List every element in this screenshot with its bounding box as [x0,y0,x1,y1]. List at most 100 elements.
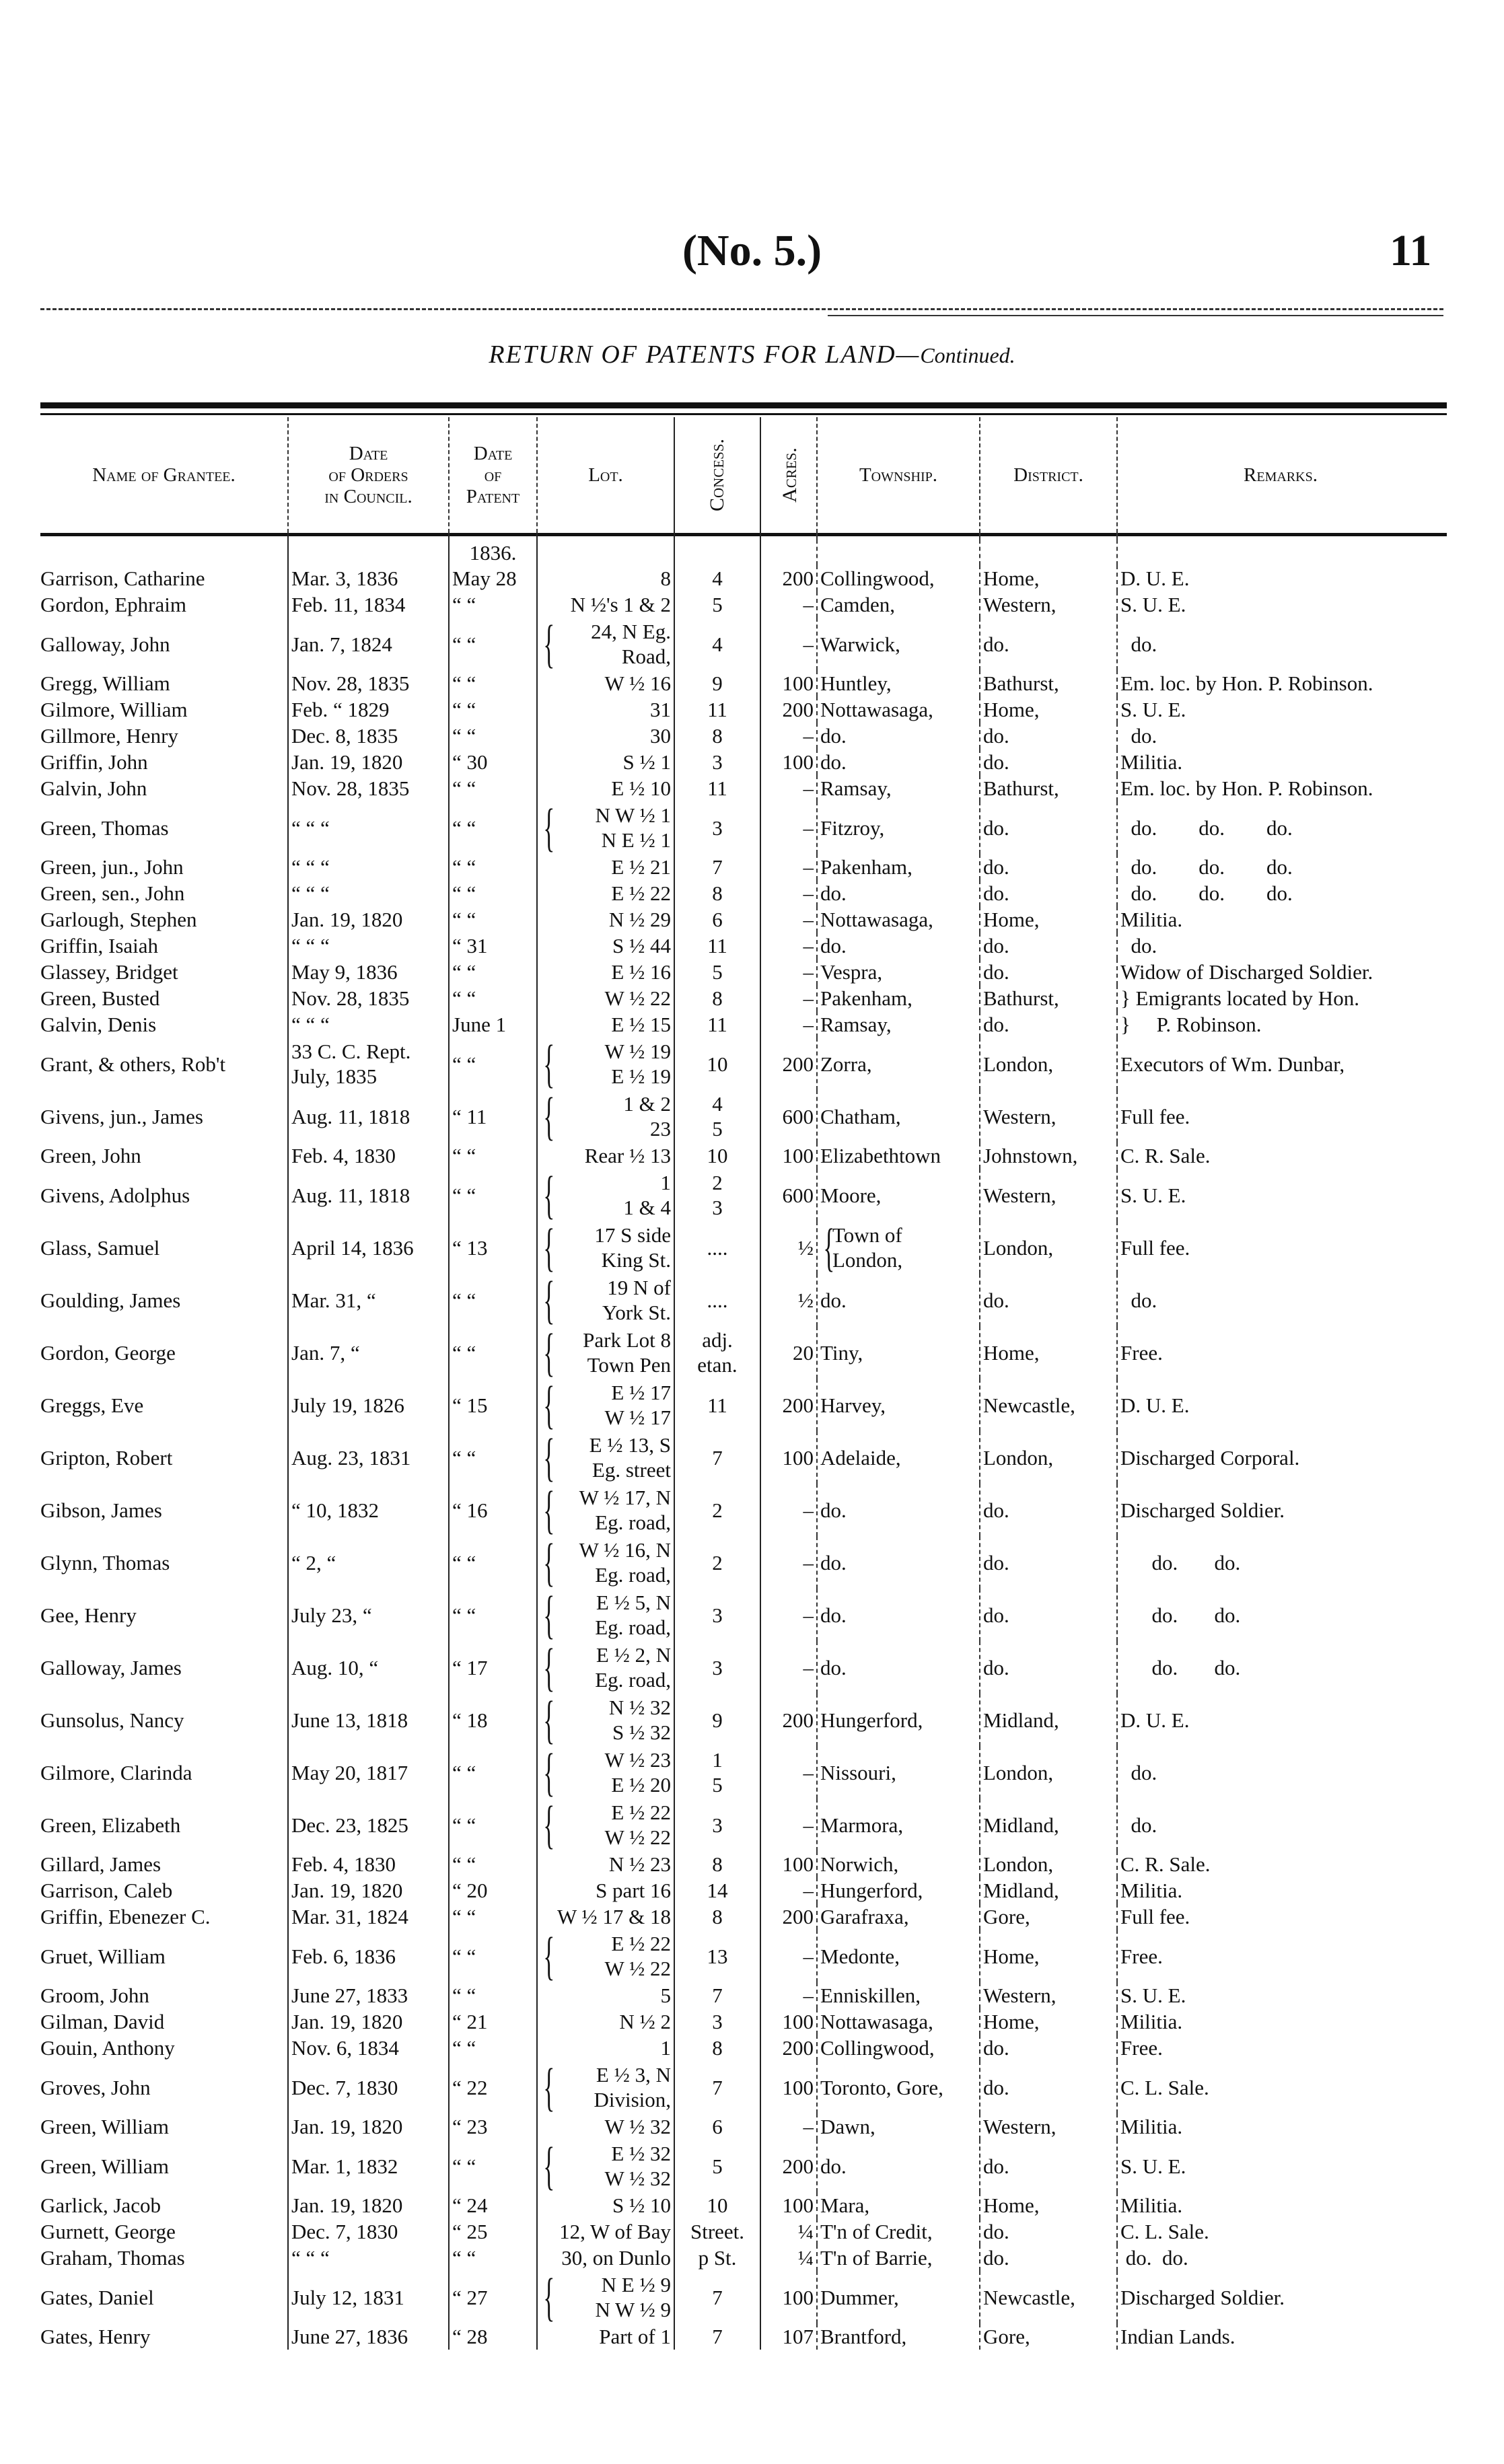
cell-lines: Medonte, [820,1944,976,1969]
cell-line: do. [820,1655,847,1679]
cell-line: 7 [712,1984,723,2007]
cell-line: W ½ 22 [604,1957,671,1980]
table-row: Gibson, James “ 10, 1832 “ 16{W ½ 17, N Eg.… [40,1484,1443,1536]
cell-lines: Jan. 19, 1820 [291,750,445,774]
district: London, [979,1851,1117,1877]
cell-line: Jan. 19, 1820 [291,2010,403,2033]
district: Home, [979,696,1117,723]
district: Gore, [979,2323,1117,2350]
cell-text: 7 [678,2324,757,2349]
township: do. [816,2140,980,2192]
concession: 8 [674,1904,760,1930]
patent-date: “ “ [448,985,537,1011]
patent-date: June 1 [448,1011,537,1038]
grantee-name: Gilmore, William [40,698,188,721]
cell-lines: “ 2, “ [291,1550,445,1575]
grantee-name: Greggs, Eve [40,1393,144,1417]
cell-lines: 3 [678,1655,757,1680]
cell-lines: 8 [540,566,672,591]
table-row: Griffin, John Jan. 19, 1820 “ 30 S ½ 1 3 100 d… [40,749,1443,775]
patent-date: “ “ [448,1799,537,1851]
cell-lines: {E ½ 32 W ½ 32 [540,2140,671,2192]
cell-lines: {E ½ 3, N Division, [540,2061,671,2113]
cell-text: 3 [678,1813,757,1838]
cell-text: W ½ 17 & 18 [540,1904,671,1929]
cell-lines: {E ½ 2, N Eg. road, [540,1641,671,1694]
concession: adj. etan. [674,1326,760,1379]
table-row: Gillmore, Henry Dec. 8, 1835 “ “30 8– do. do.… [40,723,1443,749]
patent-year: 1836. [448,540,537,565]
document-number: (No. 5.) [682,226,822,275]
cell-line: 17 S side [594,1223,671,1247]
concession: 2 [674,1536,760,1589]
patent-date: “ “ [448,1326,537,1379]
cell-line: W ½ 23 [604,1748,671,1772]
cell-text: 3 [678,1603,757,1628]
cell-text: 8 [678,1904,757,1929]
township: Moore, [816,1169,980,1221]
cell-lines: Jan. 19, 1820 [291,2114,445,2139]
cell-lines: 7 [678,1445,757,1470]
lot: {19 N of York St. [536,1274,674,1326]
cell-line: 7 [712,2325,723,2348]
cell-lines: Feb. 11, 1834 [291,592,445,617]
acres: – [760,1484,817,1536]
patent-date: “ 25 [448,2218,537,2245]
cell-text: W ½ 16, N Eg. road, [552,1537,671,1587]
cell-lines: Dawn, [820,2114,976,2139]
table-row: Gordon, Ephraim Feb. 11, 1834 “ “ N ½'s 1 &… [40,591,1443,618]
cell-line: W ½ 16 [604,672,671,695]
brace-icon: { [543,1589,555,1641]
patent-date: “ “ [448,723,537,749]
township: do. [816,749,980,775]
acres: – [760,1536,817,1589]
cell-lines: May 20, 1817 [291,1760,445,1785]
cell-line: Mara, [820,2194,870,2217]
cell-text: “ “ “ [291,933,445,958]
lot: {E ½ 32 W ½ 32 [536,2140,674,2192]
order-date: Nov. 6, 1834 [287,2035,449,2061]
remarks: } P. Robinson. [1116,1011,1443,1038]
concession: 6 [674,906,760,933]
grantee-name: Glassey, Bridget [40,960,178,984]
cell-line: Nov. 28, 1835 [291,776,410,800]
acres: 200 [760,565,817,591]
township: Mara, [816,2192,980,2218]
township: Medonte, [816,1930,980,1982]
lot: {E ½ 22 W ½ 22 [536,1799,674,1851]
cell-lines: {E ½ 22 W ½ 22 [540,1930,671,1982]
township: do. [816,1536,980,1589]
acres: ¼ [760,2245,817,2271]
cell-text: Nottawasaga, [820,907,976,932]
cell-line: 8 [712,986,723,1010]
acres: 200 [760,1379,817,1431]
lot: N ½ 2 [536,2008,674,2035]
cell-lines: N ½'s 1 & 2 [540,592,671,617]
concession: 5 [674,959,760,985]
district: Newcastle, [979,1379,1117,1431]
order-date: Feb. 11, 1834 [287,591,449,618]
cell-line: 8 [712,881,723,905]
order-date: Jan. 19, 1820 [287,906,449,933]
cell-line: 6 [712,908,723,931]
grantee-name: Garlick, Jacob [40,2194,162,2217]
grantee-name: Green, sen., John [40,881,185,905]
brace-icon: { [543,1379,555,1431]
patent-date: “ “ [448,1274,537,1326]
district: do. [979,880,1117,906]
cell-line: Hungerford, [820,1708,923,1732]
cell-text: 11 [678,697,757,722]
cell-line: E ½ 3, N [596,2063,671,2087]
cell-lines: do. [820,2154,976,2179]
cell-lines: 3 [678,750,757,774]
district: do. [979,1274,1117,1326]
cell-line: do. [820,724,847,748]
township: T'n of Credit, [816,2218,980,2245]
township: Dawn, [816,2113,980,2140]
cell-text: Enniskillen, [820,1983,976,2008]
cell-text: “ “ “ [291,2245,445,2270]
table-row: Gilman, David Jan. 19, 1820 “ 21 N ½ 2 3 100 N… [40,2008,1443,2035]
lot: W ½ 32 [536,2113,674,2140]
